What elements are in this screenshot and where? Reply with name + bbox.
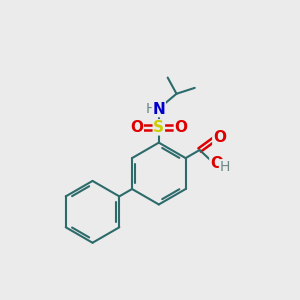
Text: H: H [220,160,230,174]
Text: O: O [174,120,188,135]
Text: O: O [210,156,223,171]
Text: O: O [130,120,143,135]
Text: H: H [146,102,156,116]
Text: N: N [152,102,165,117]
Text: S: S [153,120,164,135]
Text: O: O [213,130,226,145]
